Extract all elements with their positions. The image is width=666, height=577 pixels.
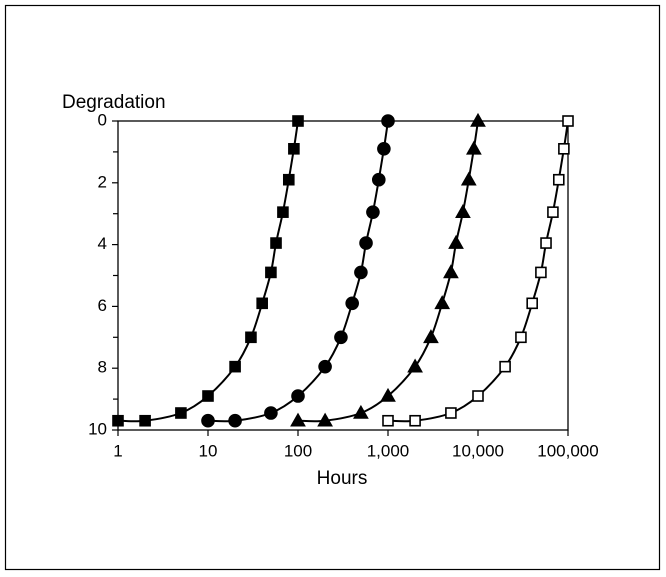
marker [245, 331, 257, 344]
x-axis-label: Hours [317, 468, 368, 489]
marker [409, 414, 421, 427]
plot-frame [117, 120, 569, 431]
marker [423, 329, 439, 344]
marker [345, 296, 359, 311]
marker [353, 404, 369, 419]
marker [359, 236, 373, 250]
marker [317, 412, 333, 427]
marker [455, 204, 471, 218]
marker [291, 389, 305, 403]
y-tick-label: 0 [98, 110, 107, 129]
x-tick-label: 100 [284, 441, 312, 460]
marker [499, 360, 511, 373]
marker [558, 143, 570, 155]
y-tick-label: 6 [98, 296, 107, 315]
marker [282, 173, 295, 186]
marker [264, 406, 278, 420]
marker [265, 266, 277, 279]
marker [318, 359, 332, 374]
marker [445, 407, 457, 419]
marker [277, 206, 289, 218]
marker [407, 358, 423, 373]
marker [526, 297, 538, 310]
marker [470, 112, 486, 127]
marker [292, 115, 304, 127]
y-tick-label: 8 [98, 358, 107, 377]
y-tick-label: 2 [98, 172, 107, 191]
marker [201, 413, 215, 428]
x-tick-label: 1,000 [367, 441, 410, 460]
marker [202, 390, 214, 402]
marker [448, 234, 464, 249]
marker [381, 114, 395, 128]
x-tick-label: 10,000 [452, 441, 504, 460]
marker [229, 360, 241, 373]
marker [547, 206, 559, 218]
marker [472, 390, 484, 402]
marker [382, 414, 394, 427]
marker [256, 297, 268, 310]
marker [112, 414, 124, 427]
marker [535, 266, 547, 279]
marker [377, 142, 391, 156]
x-tick-label: 1 [113, 441, 122, 460]
marker [334, 330, 348, 345]
marker [552, 173, 565, 186]
marker [366, 205, 380, 219]
marker [443, 264, 459, 279]
marker [139, 414, 151, 427]
marker [380, 387, 396, 402]
frame [4, 4, 661, 571]
marker [515, 331, 527, 344]
y-tick-label: 4 [98, 234, 107, 253]
marker [562, 115, 574, 127]
marker [290, 412, 306, 427]
y-tick-label: 10 [88, 419, 107, 438]
marker [466, 140, 482, 155]
marker [540, 237, 552, 249]
x-tick-label: 10 [199, 441, 218, 460]
y-axis-label: Degradation [62, 92, 166, 113]
marker [270, 237, 282, 249]
marker [434, 295, 451, 310]
marker [175, 407, 187, 419]
marker [460, 171, 477, 186]
marker [371, 172, 386, 187]
marker [288, 143, 300, 155]
marker [228, 413, 242, 428]
x-tick-label: 100,000 [537, 441, 598, 460]
marker [354, 265, 368, 280]
